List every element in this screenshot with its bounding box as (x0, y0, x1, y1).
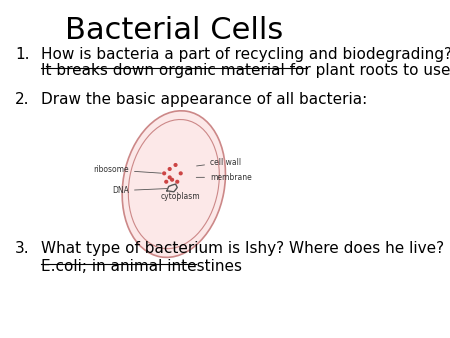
Text: membrane: membrane (196, 173, 252, 182)
Circle shape (163, 172, 166, 175)
Circle shape (165, 180, 167, 183)
Circle shape (168, 176, 171, 179)
Text: It breaks down organic material for plant roots to use: It breaks down organic material for plan… (41, 64, 450, 78)
Text: 1.: 1. (15, 47, 30, 62)
Circle shape (171, 178, 174, 181)
Text: 2.: 2. (15, 92, 30, 107)
Text: What type of bacterium is Ishy? Where does he live?: What type of bacterium is Ishy? Where do… (41, 241, 444, 256)
Circle shape (180, 172, 182, 175)
Text: Draw the basic appearance of all bacteria:: Draw the basic appearance of all bacteri… (41, 92, 367, 107)
Text: ribosome: ribosome (93, 165, 162, 174)
Text: cell wall: cell wall (197, 158, 241, 167)
Text: cytoplasm: cytoplasm (160, 192, 200, 201)
Text: DNA: DNA (112, 186, 167, 195)
Text: 3.: 3. (15, 241, 30, 256)
Circle shape (174, 164, 177, 166)
Circle shape (168, 168, 171, 170)
Circle shape (176, 180, 179, 183)
Ellipse shape (122, 111, 225, 257)
Text: How is bacteria a part of recycling and biodegrading?: How is bacteria a part of recycling and … (41, 47, 450, 62)
Text: Bacterial Cells: Bacterial Cells (65, 17, 283, 46)
Text: E.coli; in animal intestines: E.coli; in animal intestines (41, 259, 242, 273)
